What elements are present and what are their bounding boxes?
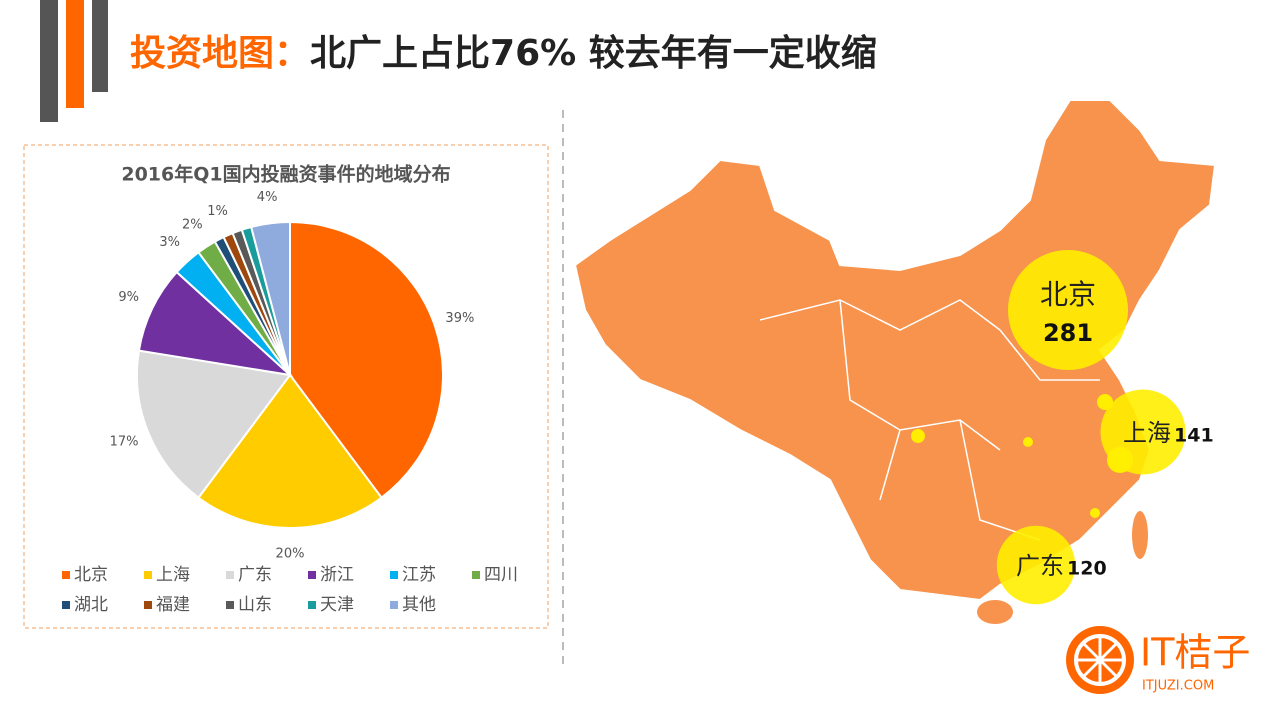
legend-swatch xyxy=(472,571,480,579)
data-label: 39% xyxy=(445,311,474,326)
logo: IT桔子 ITJUZI.COM xyxy=(1066,626,1250,694)
minor-dot xyxy=(911,429,925,443)
pie-slice xyxy=(197,373,383,529)
legend-label: 湖北 xyxy=(74,595,108,615)
decor-bar xyxy=(92,0,108,92)
legend-swatch xyxy=(144,601,152,609)
legend-label: 山东 xyxy=(238,595,272,615)
city-name: 广东 xyxy=(1016,552,1064,580)
data-label: 2% xyxy=(182,217,203,232)
data-label: 1% xyxy=(207,204,228,219)
slide-title: 投资地图：北广上占比76% 较去年有一定收缩 xyxy=(130,33,877,74)
province-borders xyxy=(759,299,1100,541)
city-name: 北京 xyxy=(1040,278,1096,311)
city-value: 120 xyxy=(1067,558,1107,580)
legend-label: 四川 xyxy=(484,565,518,585)
title-text: 北广上占比76% 较去年有一定收缩 xyxy=(310,33,877,74)
legend-label: 北京 xyxy=(74,565,108,585)
hainan xyxy=(977,600,1013,624)
legend-label: 天津 xyxy=(320,595,354,615)
logo-segments xyxy=(1076,636,1124,684)
city-bubble xyxy=(1008,250,1128,370)
data-label: 9% xyxy=(118,290,139,305)
legend-swatch xyxy=(390,571,398,579)
data-label: 17% xyxy=(110,435,139,450)
taiwan xyxy=(1132,511,1148,559)
legend-label: 其他 xyxy=(402,595,436,615)
city-bubble xyxy=(1100,389,1186,475)
minor-dot xyxy=(1097,394,1113,410)
title-highlight: 投资地图： xyxy=(130,33,310,74)
chart-frame xyxy=(23,144,549,629)
legend-label: 浙江 xyxy=(320,565,354,585)
city-name: 上海 xyxy=(1123,419,1171,447)
pie-slice xyxy=(289,220,444,500)
chart-title: 2016年Q1国内投融资事件的地域分布 xyxy=(121,163,450,186)
legend-label: 江苏 xyxy=(402,565,436,585)
legend-swatch xyxy=(226,601,234,609)
minor-dot xyxy=(1023,437,1033,447)
legend-swatch xyxy=(390,601,398,609)
legend-swatch xyxy=(308,601,316,609)
legend-label: 福建 xyxy=(156,595,190,615)
data-label: 3% xyxy=(159,235,180,250)
decor-bar xyxy=(40,0,58,122)
china-outline xyxy=(573,99,1217,602)
legend-swatch xyxy=(308,571,316,579)
minor-dot xyxy=(1090,508,1100,518)
legend-swatch xyxy=(62,571,70,579)
legend-swatch xyxy=(144,571,152,579)
city-value: 141 xyxy=(1174,425,1214,447)
legend-label: 上海 xyxy=(156,565,190,585)
logo-url: ITJUZI.COM xyxy=(1142,679,1214,694)
pie-slice xyxy=(136,349,292,500)
pie-slice xyxy=(249,220,291,376)
decor-bar xyxy=(66,0,84,108)
pie-slice xyxy=(137,270,294,377)
data-label: 20% xyxy=(276,547,305,562)
city-value: 281 xyxy=(1043,319,1093,347)
legend-swatch xyxy=(62,601,70,609)
logo-name: IT桔子 xyxy=(1140,631,1250,675)
legend-swatch xyxy=(226,571,234,579)
map xyxy=(573,99,1217,624)
legend-label: 广东 xyxy=(238,565,272,585)
data-label: 4% xyxy=(257,190,278,205)
city-bubble xyxy=(996,525,1076,605)
